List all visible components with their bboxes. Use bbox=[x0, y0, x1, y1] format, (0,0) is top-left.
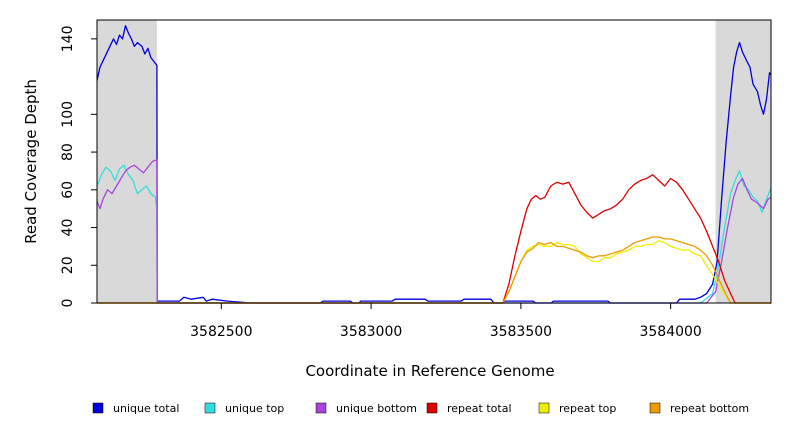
legend-label: unique bottom bbox=[336, 402, 417, 415]
legend-item: unique bottom bbox=[315, 402, 417, 415]
y-tick-label: 0 bbox=[60, 299, 76, 308]
legend-item: repeat total bbox=[426, 402, 512, 415]
legend-swatch bbox=[649, 402, 661, 414]
series-line-repeat-top bbox=[97, 240, 771, 304]
legend-swatch bbox=[204, 402, 216, 414]
legend: unique total unique top unique bottom repea… bbox=[92, 402, 749, 415]
shaded-region-0 bbox=[97, 20, 157, 303]
y-tick-label: 60 bbox=[60, 181, 76, 199]
series-line-unique-top bbox=[96, 164, 772, 304]
y-axis: 0 20 40 60 80 100 140 bbox=[60, 25, 98, 308]
x-tick-label: 3584000 bbox=[639, 324, 701, 340]
y-tick-label: 20 bbox=[60, 256, 76, 274]
x-axis-label: Coordinate in Reference Genome bbox=[305, 362, 554, 380]
legend-label: repeat top bbox=[559, 402, 616, 415]
series-lines bbox=[96, 25, 772, 304]
legend-label: unique total bbox=[113, 402, 179, 415]
y-tick-label: 140 bbox=[60, 25, 76, 52]
series-line-unique-bottom bbox=[96, 158, 772, 304]
plot-frame bbox=[96, 19, 772, 304]
shaded-region-1 bbox=[715, 20, 771, 303]
legend-label: unique top bbox=[225, 402, 284, 415]
legend-item: unique total bbox=[92, 402, 179, 415]
legend-swatch bbox=[92, 402, 104, 414]
legend-item: repeat bottom bbox=[649, 402, 749, 415]
y-tick-label: 100 bbox=[60, 101, 76, 128]
y-tick-label: 40 bbox=[60, 219, 76, 237]
x-tick-label: 3583500 bbox=[490, 324, 552, 340]
legend-swatch bbox=[426, 402, 438, 414]
legend-item: repeat top bbox=[538, 402, 616, 415]
x-tick-label: 3582500 bbox=[190, 324, 252, 340]
series-line-repeat-bottom bbox=[97, 236, 771, 304]
shaded-regions bbox=[97, 20, 771, 303]
legend-swatch bbox=[538, 402, 550, 414]
x-axis: 3582500 3583000 3583500 3584000 bbox=[190, 302, 702, 340]
legend-swatch bbox=[315, 402, 327, 414]
legend-label: repeat bottom bbox=[670, 402, 749, 415]
legend-label: repeat total bbox=[447, 402, 512, 415]
y-axis-label: Read Coverage Depth bbox=[22, 79, 40, 244]
legend-item: unique top bbox=[204, 402, 284, 415]
series-line-unique-total bbox=[96, 25, 772, 304]
series-line-repeat-total bbox=[97, 174, 771, 304]
x-tick-label: 3583000 bbox=[340, 324, 402, 340]
y-tick-label: 80 bbox=[60, 143, 76, 161]
